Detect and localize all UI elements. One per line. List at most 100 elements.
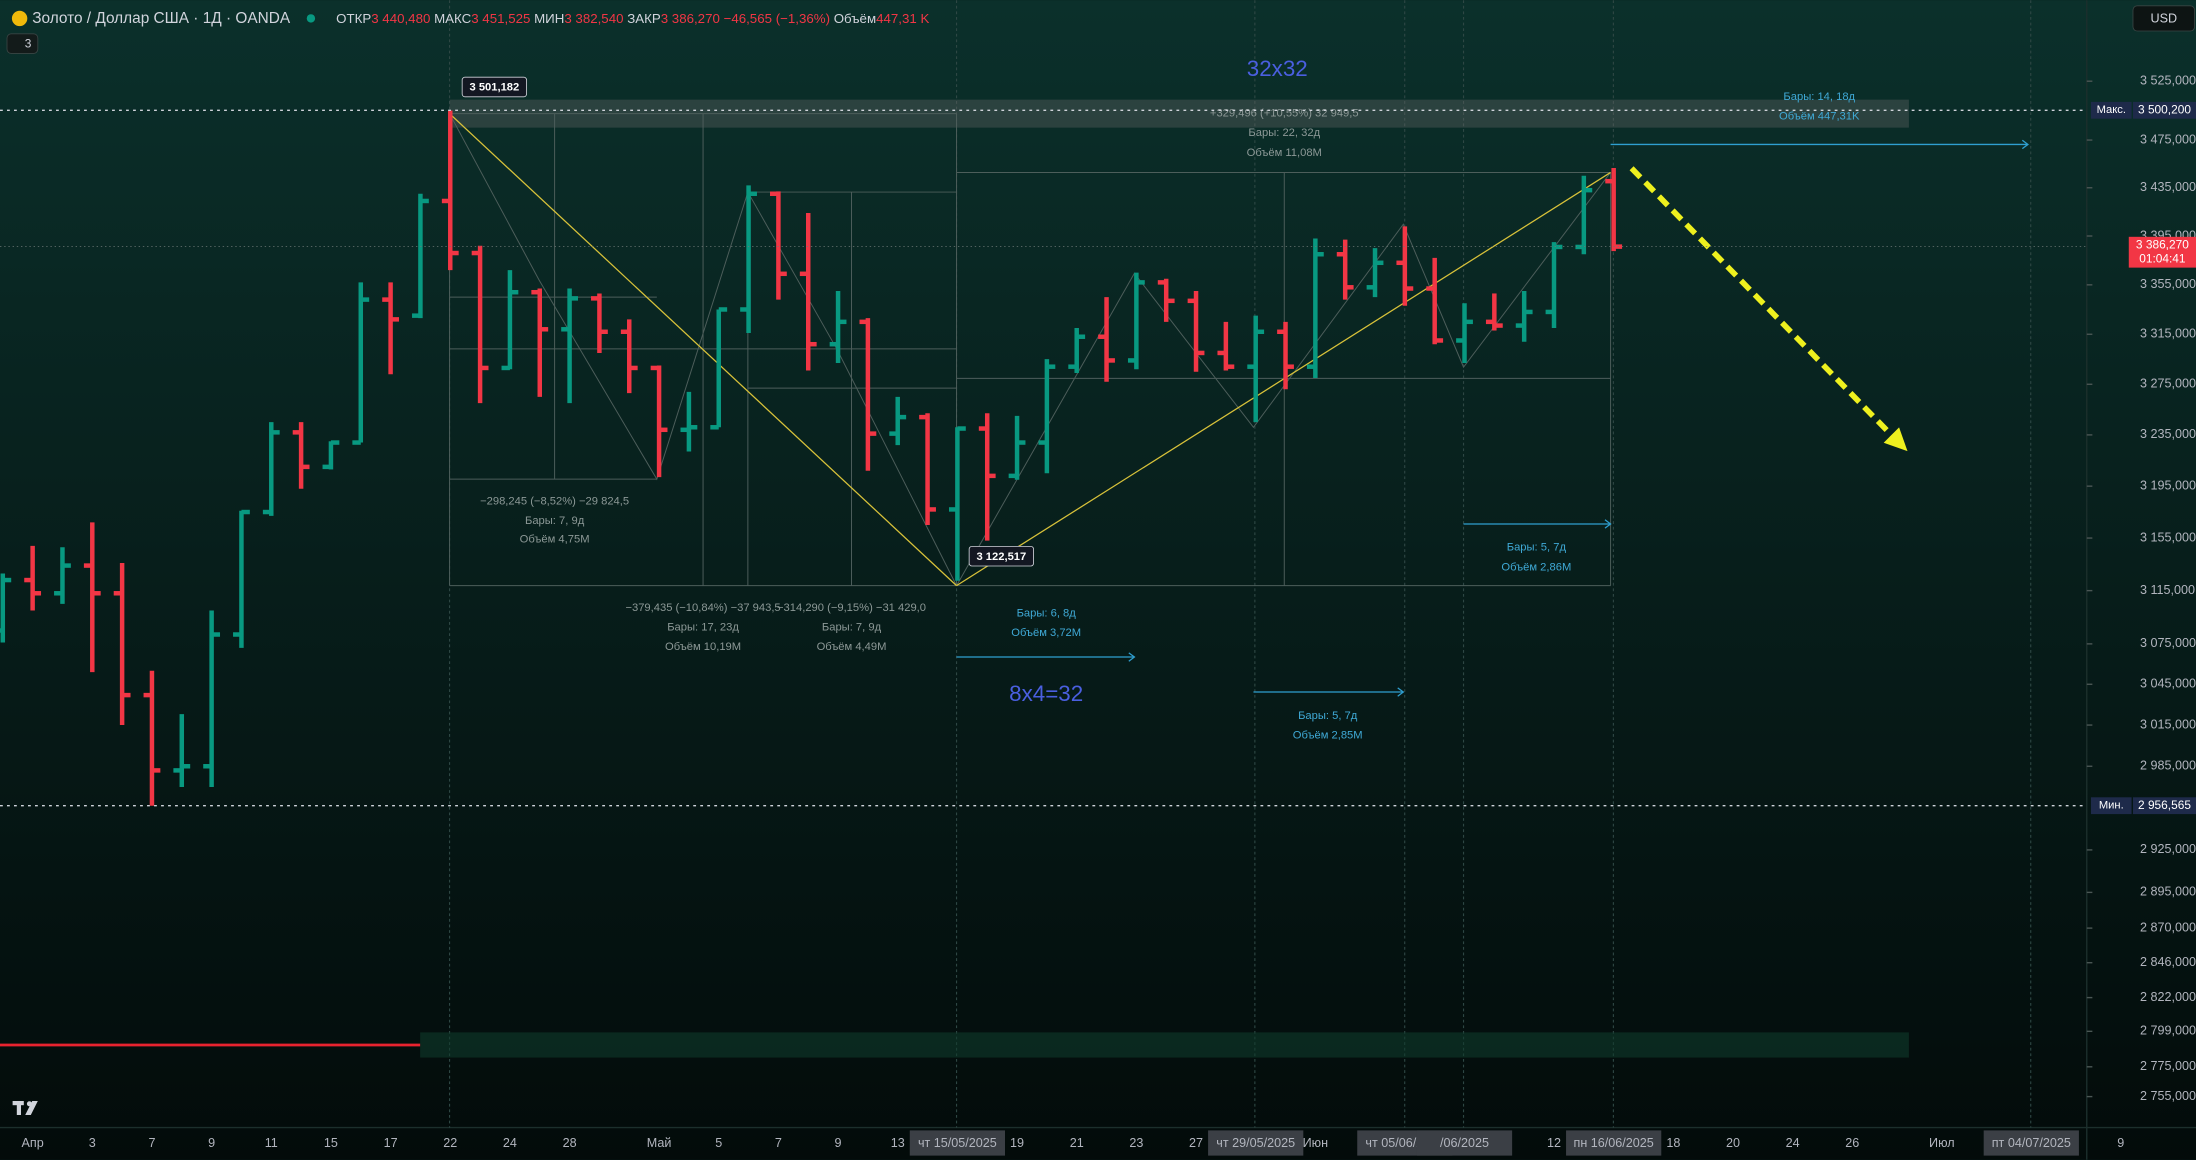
forecast-arrow [1629,166,1908,452]
x-tick-label: 13 [891,1136,905,1150]
y-tick-label: 2 775,000 [2140,1059,2196,1073]
range-arrows [956,139,2029,697]
x-tick-label: 21 [1070,1136,1084,1150]
date-highlight [1208,1130,1304,1156]
measure-text: Объём 4,49M [817,641,887,653]
market-status [306,14,316,23]
range-text: Объём 447,31K [1779,110,1860,122]
x-tick-label: 9 [2117,1136,2124,1150]
measure-text: −314,290 (−9,15%) −31 429,0 [777,602,926,614]
price-tag-box [2132,101,2196,119]
measure-text: Объём 10,19M [665,641,741,653]
measure-text: −298,245 (−8,52%) −29 824,5 [480,496,629,508]
y-tick-label: 2 822,000 [2140,990,2196,1004]
legend-key: ЗАКР [627,11,661,26]
y-tick-label: 2 985,000 [2140,759,2196,773]
range-text: Бары: 6, 8д [1017,608,1077,620]
price-tag: 3 500,200 [2138,102,2191,116]
x-tick-label: /06/2025 [1440,1136,1489,1150]
x-tick-label: 7 [775,1136,782,1150]
legend-key: МИН [534,11,564,26]
x-tick-label: 17 [384,1136,398,1150]
price-label: 3 122,517 [976,551,1026,563]
y-tick-label: 3 195,000 [2140,478,2196,492]
x-tick-label: Апр [22,1136,44,1150]
annotation: 8x4=32 [1009,681,1083,706]
legend-key: Объём [834,11,876,26]
x-tick-label: 22 [443,1136,457,1150]
price-label-box [461,76,528,98]
y-tick-label: 3 315,000 [2140,327,2196,341]
x-tick-label: Июл [1929,1136,1955,1150]
range-text: Бары: 14, 18д [1783,91,1855,103]
price-label-box [968,545,1034,567]
date-highlight [909,1130,1006,1156]
currency-button[interactable] [2132,5,2196,32]
y-tick-label: 2 870,000 [2140,920,2196,934]
date-highlight [1983,1130,2079,1156]
measure-text: +329,496 (+10,55%) 32 949,5 [1210,108,1359,120]
y-tick-label: 2 755,000 [2140,1089,2196,1103]
countdown: 01:04:41 [2139,251,2186,265]
y-tick-label: 3 275,000 [2140,377,2196,391]
y-tick-label: 2 925,000 [2140,842,2196,856]
x-tick-label: чт 29/05/2025 [1216,1136,1295,1150]
y-tick-label: 3 435,000 [2140,180,2196,194]
indicator-toggle[interactable] [6,33,39,54]
x-tick-label: 20 [1726,1136,1740,1150]
x-tick-label: 24 [1786,1136,1800,1150]
x-tick-label: 7 [148,1136,155,1150]
date-highlight [1416,1130,1513,1156]
range-text: Бары: 5, 7д [1298,710,1358,722]
measure-text: Объём 11,08M [1247,147,1322,159]
x-tick-label: 5 [715,1136,722,1150]
x-tick-label: 23 [1129,1136,1143,1150]
x-tick-label: 26 [1845,1136,1859,1150]
y-tick-label: 3 475,000 [2140,132,2196,146]
legend-value: 447,31 K [876,11,929,26]
range-text: Объём 3,72M [1011,627,1081,639]
currency-label: USD [2150,11,2177,25]
y-tick-label: 3 115,000 [2140,583,2195,597]
x-tick-label: 18 [1666,1136,1680,1150]
y-tick-label: 2 799,000 [2140,1024,2196,1038]
current-price-box [2128,236,2196,268]
y-tick-label: 2 846,000 [2140,955,2196,969]
y-tick-label: 3 235,000 [2140,427,2196,441]
y-tick-label: 3 015,000 [2140,717,2196,731]
current-price: 3 386,270 [2136,237,2189,251]
measure-text: Бары: 7, 9д [525,515,585,527]
x-tick-label: пт 04/07/2025 [1992,1136,2071,1150]
range-text: Объём 2,86M [1501,561,1571,573]
y-tick-label: 3 045,000 [2140,677,2196,691]
price-label: 3 501,182 [469,82,519,94]
legend-key: МАКС [434,11,472,26]
trend-line-down [449,113,957,587]
x-tick-label: 12 [1547,1136,1561,1150]
range-text: Объём 2,85M [1293,729,1363,741]
legend-key: ОТКР [336,11,371,26]
symbol-icon [11,10,28,27]
bars [0,110,1623,806]
measure-text: −379,435 (−10,84%) −37 943,5 [625,602,780,614]
x-tick-label: 27 [1189,1136,1203,1150]
y-tick-label: 3 155,000 [2140,530,2196,544]
indicator-count: 3 [25,36,32,50]
legend-value: 3 382,540 [564,11,623,26]
x-tick-label: чт 15/05/2025 [918,1136,997,1150]
symbol-title: Золото / Доллар США · 1Д · OANDA [32,10,291,27]
x-tick-label: Май [647,1136,672,1150]
x-tick-label: 9 [208,1136,215,1150]
x-tick-label: пн 16/06/2025 [1574,1136,1654,1150]
measure-text: Объём 4,75M [520,533,590,545]
x-tick-label: Июн [1303,1136,1328,1150]
x-tick-label: 24 [503,1136,517,1150]
x-tick-label: 19 [1010,1136,1024,1150]
price-tag: 2 956,565 [2138,798,2191,812]
annotation: 32x32 [1247,56,1308,81]
price-tag-name: Макс. [2097,104,2126,116]
range-text: Бары: 5, 7д [1507,542,1567,554]
measure-text: Бары: 17, 23д [667,622,739,634]
